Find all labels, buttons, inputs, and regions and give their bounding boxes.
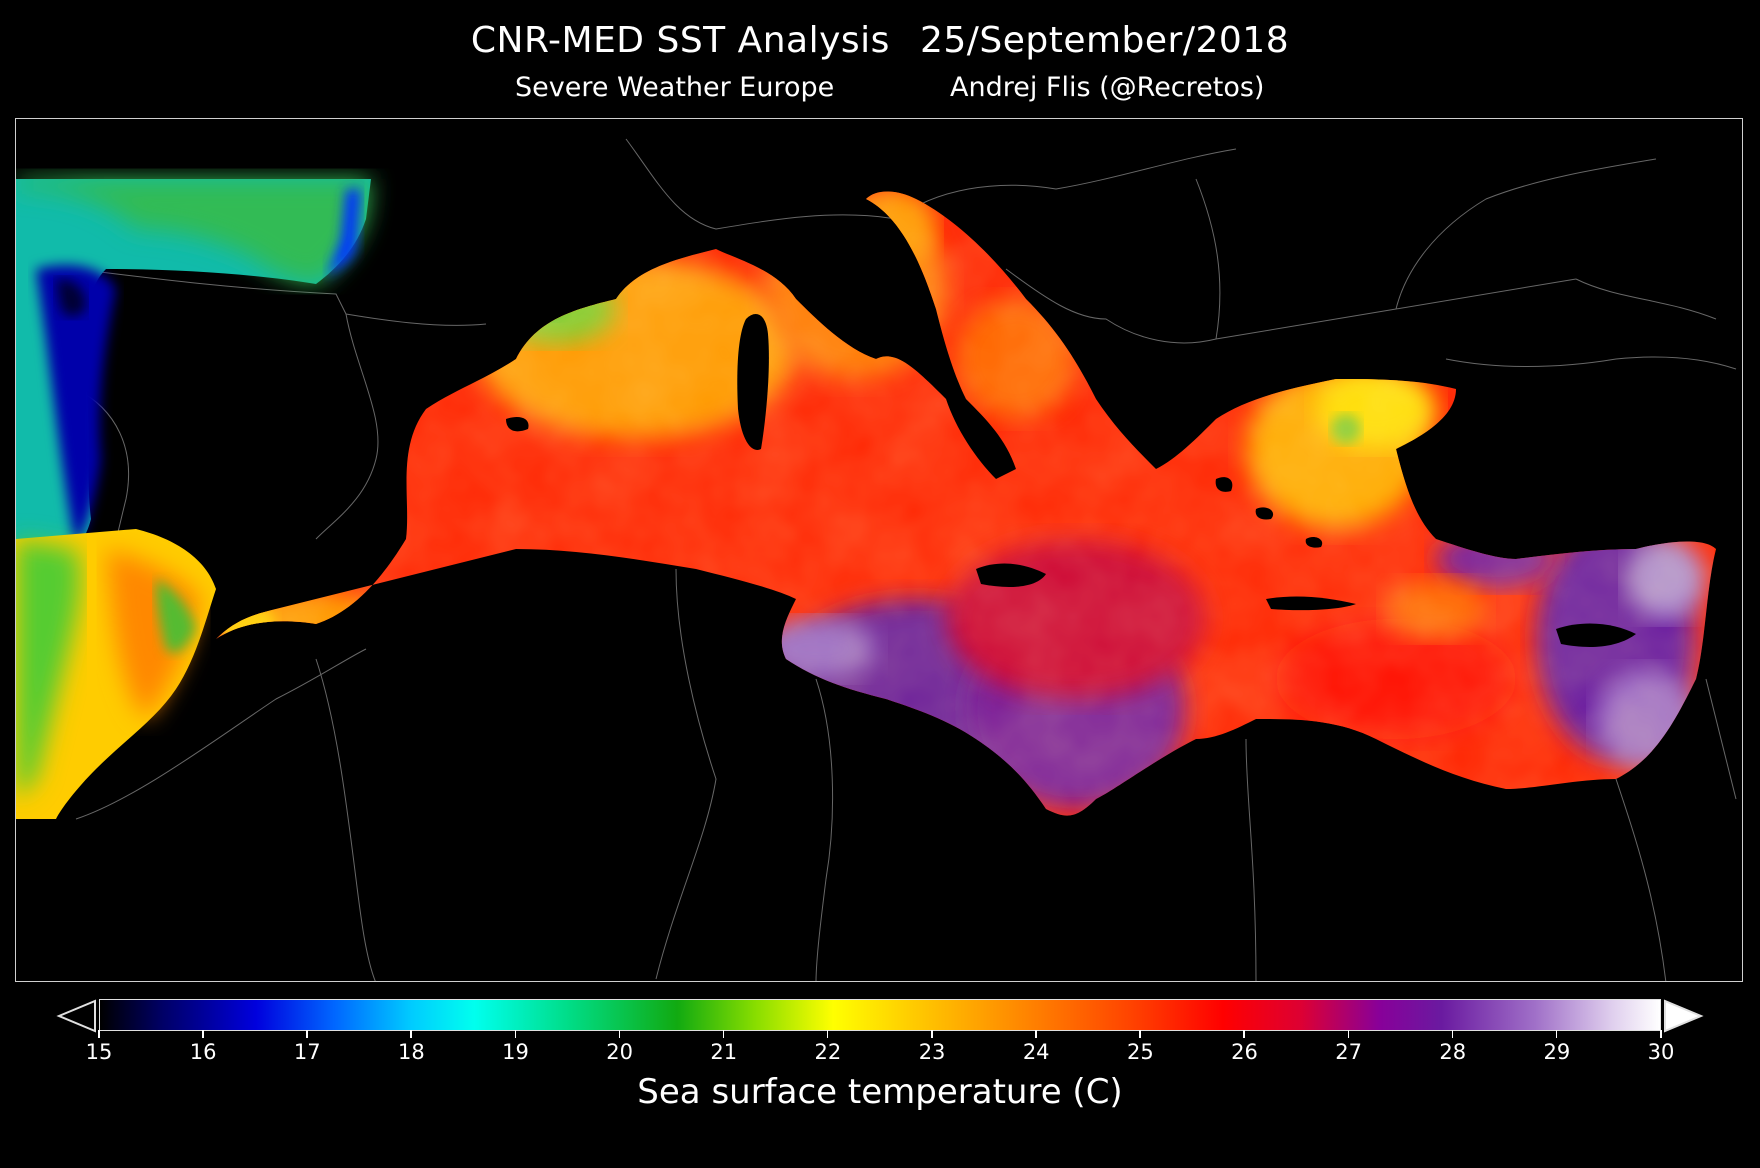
colorbar-extend-right-icon xyxy=(1664,999,1704,1033)
colorbar-tick-label: 19 xyxy=(502,1040,529,1064)
colorbar-tick-mark xyxy=(1660,1030,1662,1038)
colorbar-tick-label: 29 xyxy=(1543,1040,1571,1064)
colorbar-tick-label: 30 xyxy=(1647,1040,1675,1064)
colorbar-tick-label: 17 xyxy=(293,1040,321,1064)
colorbar-tick-mark xyxy=(1243,1030,1245,1038)
colorbar-tick-mark xyxy=(722,1030,725,1038)
subtitle-source: Severe Weather Europe xyxy=(515,72,835,103)
colorbar-tick-mark xyxy=(931,1030,933,1038)
atlantic-sst xyxy=(16,179,371,819)
colorbar-tick-mark xyxy=(1451,1030,1454,1038)
subtitle-author: Andrej Flis (@Recretos) xyxy=(950,72,1265,103)
colorbar-gradient xyxy=(99,999,1661,1031)
colorbar-tick-mark xyxy=(1139,1030,1141,1038)
colorbar-tick-label: 23 xyxy=(918,1040,946,1064)
sst-map-svg xyxy=(16,138,1737,981)
colorbar-tick-mark xyxy=(514,1030,517,1038)
islands xyxy=(506,314,1636,647)
colorbar-tick-label: 18 xyxy=(398,1040,425,1064)
map-panel xyxy=(15,118,1743,982)
colorbar-tick-mark xyxy=(410,1030,412,1038)
colorbar-tick-mark xyxy=(202,1030,204,1038)
colorbar-tick-label: 20 xyxy=(606,1040,634,1064)
colorbar-tick-label: 22 xyxy=(814,1040,842,1064)
colorbar-tick-label: 27 xyxy=(1335,1040,1362,1064)
colorbar-tick-mark xyxy=(1035,1030,1037,1038)
country-borders xyxy=(75,138,1737,981)
figure-title: CNR-MED SST Analysis 25/September/2018 xyxy=(0,20,1760,61)
colorbar xyxy=(55,996,1705,1036)
title-date: 25/September/2018 xyxy=(919,20,1290,61)
colorbar-tick-mark xyxy=(1555,1030,1558,1038)
colorbar-tick-mark xyxy=(618,1030,621,1038)
colorbar-tick-mark xyxy=(98,1030,100,1038)
colorbar-tick-label: 26 xyxy=(1231,1040,1258,1064)
colorbar-tick-label: 21 xyxy=(710,1040,738,1064)
colorbar-tick-label: 28 xyxy=(1439,1040,1467,1064)
title-text: CNR-MED SST Analysis xyxy=(470,20,890,61)
colorbar-tick-mark xyxy=(826,1030,829,1038)
colorbar-tick-label: 25 xyxy=(1126,1040,1154,1064)
colorbar-tick-mark xyxy=(306,1030,308,1038)
colorbar-label: Sea surface temperature (C) xyxy=(637,1072,1123,1112)
colorbar-tick-mark xyxy=(1347,1030,1350,1038)
colorbar-extend-left-icon xyxy=(56,999,96,1033)
colorbar-tick-label: 15 xyxy=(85,1040,113,1064)
colorbar-tick-label: 16 xyxy=(189,1040,217,1064)
colorbar-ticks: 15 16 17 18 19 20 21 22 23 24 25 26 27 28 29 30 xyxy=(86,1030,1674,1070)
colorbar-tick-label: 24 xyxy=(1022,1040,1050,1064)
